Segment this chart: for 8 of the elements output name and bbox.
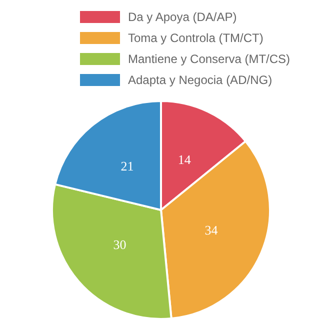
data-label: 14 [178,152,192,168]
data-label: 34 [204,222,218,238]
data-label: 30 [113,237,126,252]
legend-label: Da y Apoya (DA/AP) [128,10,237,24]
legend-label: Mantiene y Conserva (MT/CS) [128,52,290,66]
legend-label: Adapta y Negocia (AD/NG) [128,72,272,86]
data-label: 21 [120,158,134,174]
legend-label: Toma y Controla (TM/CT) [128,30,264,44]
